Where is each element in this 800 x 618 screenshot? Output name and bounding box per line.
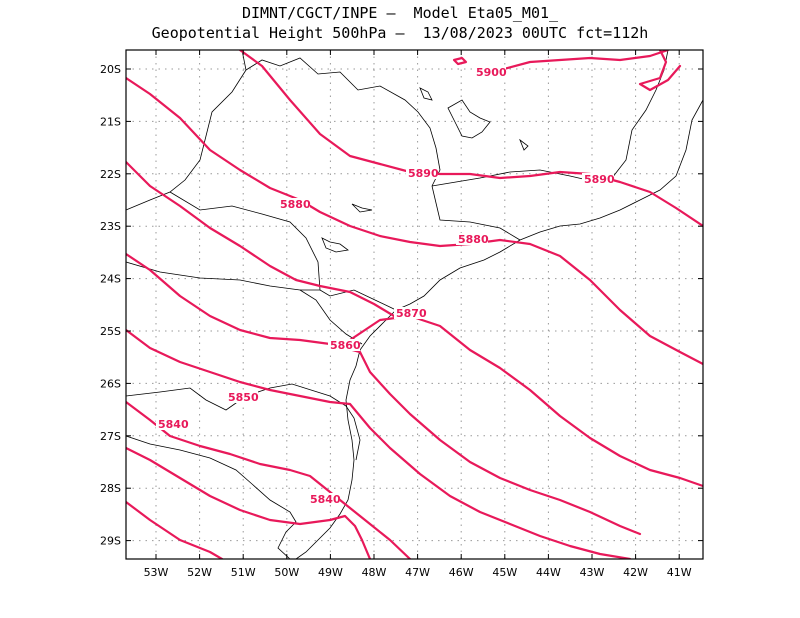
latitude-tick-label: 22S	[100, 168, 121, 181]
state-border	[126, 50, 247, 211]
latitude-tick-label: 25S	[100, 325, 121, 338]
contour-5880	[126, 160, 416, 318]
latitude-tick-label: 21S	[100, 115, 121, 128]
lake	[351, 203, 373, 213]
latitude-tick-label: 20S	[100, 63, 121, 76]
lake	[519, 138, 529, 151]
contour-5850	[126, 400, 412, 559]
state-border	[245, 57, 441, 187]
map-frame	[125, 49, 704, 560]
contour-5890	[238, 50, 703, 228]
latitude-tick-label: 28S	[100, 482, 121, 495]
contour-5870	[126, 252, 703, 488]
contour-5900	[452, 56, 468, 66]
latitude-tick-label: 24S	[100, 273, 121, 286]
state-border	[299, 289, 363, 345]
contour-label: 5890	[584, 173, 615, 186]
longitude-tick-label: 45W	[492, 566, 517, 579]
contour-label: 5850	[228, 391, 259, 404]
contour-5840	[126, 446, 372, 559]
longitude-tick-label: 46W	[449, 566, 474, 579]
contour-label: 5880	[458, 233, 489, 246]
contour-5860	[126, 328, 632, 559]
contour-label: 5870	[396, 307, 427, 320]
longitude-axis: 53W 52W 51W 50W 49W 48W 47W 46W 45W 44W 43W 42W 41W	[144, 50, 692, 579]
chart-title-line-2: Geopotential Height 500hPa – 13/08/2023 …	[151, 24, 649, 42]
latitude-tick-label: 29S	[100, 535, 121, 548]
lake	[419, 87, 433, 101]
contour-labels: 5900 5890 5890 5880 5880 5870 5860 5850 …	[156, 66, 615, 506]
longitude-tick-label: 47W	[405, 566, 430, 579]
contour-label: 5900	[476, 66, 507, 79]
graticule-grid	[126, 50, 703, 559]
coastline	[395, 99, 703, 311]
contour-5860	[328, 342, 642, 536]
state-border	[431, 185, 521, 241]
contour-label: 5890	[408, 167, 439, 180]
lake	[321, 237, 349, 253]
longitude-tick-label: 51W	[231, 566, 256, 579]
longitude-tick-label: 44W	[536, 566, 561, 579]
contour-label: 5860	[330, 339, 361, 352]
state-border	[431, 50, 669, 187]
latitude-tick-label: 26S	[100, 377, 121, 390]
longitude-tick-label: 49W	[318, 566, 343, 579]
height-contours	[126, 50, 703, 559]
longitude-tick-label: 53W	[144, 566, 169, 579]
coastline	[295, 309, 397, 559]
latitude-tick-label: 27S	[100, 430, 121, 443]
longitude-tick-label: 48W	[362, 566, 387, 579]
latitude-tick-label: 23S	[100, 220, 121, 233]
longitude-tick-label: 43W	[580, 566, 605, 579]
state-border	[126, 435, 297, 559]
contour-label: 5880	[280, 198, 311, 211]
lake	[447, 99, 491, 139]
coastline	[345, 405, 361, 461]
longitude-tick-label: 52W	[187, 566, 212, 579]
state-border	[126, 261, 320, 291]
latitude-axis: 20S 21S 22S 23S 24S 25S 26S 27S 28S 29S	[100, 63, 703, 548]
contour-5880	[126, 76, 703, 366]
chart-title-line-1: DIMNT/CGCT/INPE – Model Eta05_M01_	[241, 4, 559, 22]
longitude-tick-label: 41W	[667, 566, 692, 579]
coastline-and-borders	[126, 50, 703, 559]
contour-label: 5840	[310, 493, 341, 506]
state-border	[169, 191, 397, 311]
longitude-tick-label: 42W	[623, 566, 648, 579]
contour-5900	[638, 50, 682, 92]
longitude-tick-label: 50W	[274, 566, 299, 579]
contour-label: 5840	[158, 418, 189, 431]
contour-5840	[126, 500, 224, 559]
